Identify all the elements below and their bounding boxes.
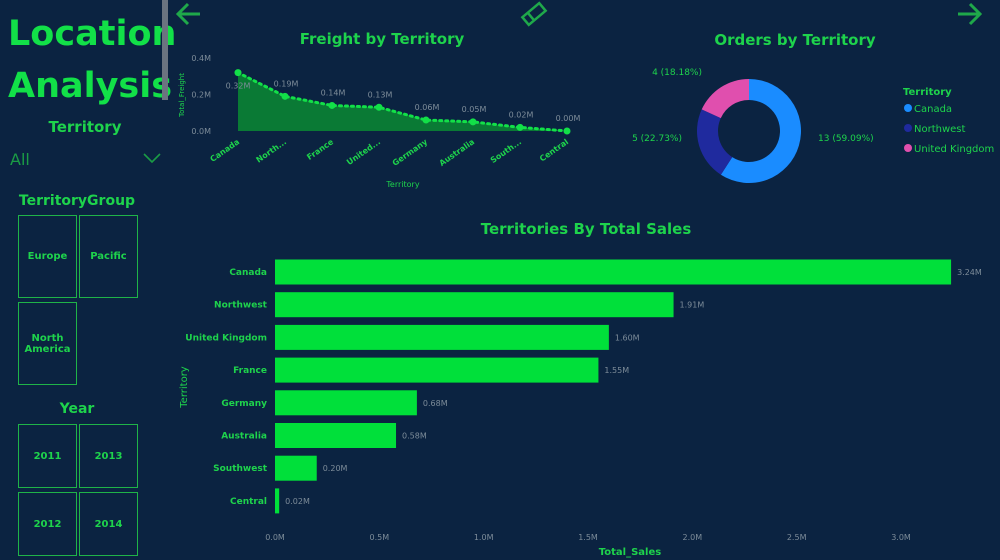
legend-item: United Kingdom bbox=[914, 144, 994, 155]
sales-y-tick: Canada bbox=[229, 268, 267, 278]
sales-x-tick: 3.0M bbox=[891, 533, 911, 542]
sales-bar bbox=[275, 357, 599, 383]
year-2012[interactable]: 2012 bbox=[18, 492, 77, 556]
sales-data-label: 1.60M bbox=[615, 333, 640, 342]
year-label: Year bbox=[59, 401, 95, 417]
freight-point bbox=[375, 103, 383, 111]
sales-bar bbox=[275, 292, 674, 318]
scrollbar[interactable] bbox=[162, 0, 168, 100]
donut-data-label: 13 (59.09%) bbox=[818, 134, 874, 144]
freight-point bbox=[469, 118, 477, 126]
sales-data-label: 0.68M bbox=[423, 399, 448, 408]
year-2014[interactable]: 2014 bbox=[79, 492, 138, 556]
sales-y-tick: Central bbox=[230, 497, 267, 507]
territory-group-north-america[interactable]: North America bbox=[18, 302, 77, 385]
territory-group-pacific[interactable]: Pacific bbox=[79, 215, 138, 298]
year-2013[interactable]: 2013 bbox=[79, 424, 138, 488]
freight-point bbox=[234, 69, 242, 77]
sales-x-tick: 1.5M bbox=[578, 533, 598, 542]
donut-data-label: 4 (18.18%) bbox=[652, 68, 702, 78]
sales-data-label: 3.24M bbox=[957, 268, 982, 277]
freight-point bbox=[516, 123, 524, 131]
freight-line bbox=[236, 71, 569, 133]
territory-slicer-label: Territory bbox=[48, 118, 122, 136]
donut-slice-canada bbox=[720, 79, 802, 183]
arrow-left-icon[interactable] bbox=[176, 2, 202, 26]
freight-data-label: 0.14M bbox=[321, 88, 346, 97]
arrow-right-icon[interactable] bbox=[956, 2, 982, 26]
freight-x-tick: South... bbox=[489, 137, 523, 165]
freight-data-label: 0.32M bbox=[226, 82, 251, 91]
sales-x-tick: 2.0M bbox=[683, 533, 703, 542]
sales-bar bbox=[275, 324, 609, 350]
freight-x-tick: France bbox=[305, 137, 335, 162]
freight-x-axis-title: Territory bbox=[385, 180, 419, 189]
sales-bar bbox=[275, 488, 280, 514]
freight-data-label: 0.02M bbox=[509, 110, 534, 119]
orders-chart-title: Orders by Territory bbox=[714, 31, 876, 49]
sales-y-axis-title: Territory bbox=[179, 366, 190, 409]
sales-bar bbox=[275, 455, 317, 481]
sales-y-tick: Australia bbox=[221, 432, 267, 442]
donut-slice-northwest bbox=[697, 109, 733, 175]
freight-y-tick: 0.4M bbox=[191, 54, 211, 63]
territory-dropdown-value: All bbox=[10, 150, 30, 169]
sales-x-axis-title: Total_Sales bbox=[599, 547, 661, 558]
territory-group-label: TerritoryGroup bbox=[18, 193, 136, 209]
sales-data-label: 0.20M bbox=[323, 464, 348, 473]
sales-bar bbox=[275, 390, 417, 416]
sales-y-tick: United Kingdom bbox=[185, 333, 267, 343]
legend-marker bbox=[904, 104, 912, 112]
eraser-icon[interactable] bbox=[518, 0, 550, 28]
freight-x-tick: United... bbox=[345, 137, 382, 167]
freight-point bbox=[422, 116, 430, 124]
freight-x-tick: Canada bbox=[209, 137, 242, 164]
freight-y-tick: 0.0M bbox=[191, 127, 211, 136]
sales-x-tick: 0.5M bbox=[370, 533, 390, 542]
sales-data-label: 0.58M bbox=[402, 432, 427, 441]
sales-y-tick: Germany bbox=[221, 399, 267, 409]
donut-slice-united-kingdom bbox=[701, 79, 749, 119]
sales-data-label: 0.02M bbox=[285, 497, 310, 506]
year-2011[interactable]: 2011 bbox=[18, 424, 77, 488]
sales-x-tick: 2.5M bbox=[787, 533, 807, 542]
freight-y-axis-title: Total_Freight bbox=[178, 73, 186, 118]
legend-item: Northwest bbox=[914, 124, 966, 135]
orders-legend-title: Territory bbox=[903, 87, 952, 98]
legend-marker bbox=[904, 144, 912, 152]
chevron-down-icon bbox=[143, 153, 161, 164]
freight-data-label: 0.05M bbox=[462, 105, 487, 114]
freight-x-tick: Central bbox=[538, 137, 570, 163]
freight-y-tick: 0.2M bbox=[191, 91, 211, 100]
sales-bar bbox=[275, 423, 397, 448]
sales-x-tick: 0.0M bbox=[265, 533, 285, 542]
sales-data-label: 1.91M bbox=[680, 301, 705, 310]
freight-area bbox=[238, 72, 567, 131]
sales-y-tick: Southwest bbox=[213, 464, 268, 474]
freight-chart-title: Freight by Territory bbox=[300, 30, 465, 48]
territory-dropdown[interactable]: All bbox=[10, 150, 162, 170]
territory-group-europe[interactable]: Europe bbox=[18, 215, 77, 298]
sales-y-tick: Northwest bbox=[214, 301, 268, 311]
sales-x-tick: 1.0M bbox=[474, 533, 494, 542]
donut-data-label: 5 (22.73%) bbox=[632, 134, 682, 144]
sales-bar bbox=[275, 259, 952, 285]
legend-marker bbox=[904, 124, 912, 132]
freight-data-label: 0.00M bbox=[556, 114, 581, 123]
freight-point bbox=[281, 92, 289, 100]
freight-x-tick: Australia bbox=[438, 137, 477, 168]
legend-item: Canada bbox=[914, 104, 952, 115]
freight-point bbox=[328, 101, 336, 109]
freight-x-tick: Germany bbox=[391, 137, 430, 168]
sales-y-tick: France bbox=[233, 366, 267, 376]
freight-data-label: 0.06M bbox=[415, 103, 440, 112]
freight-x-tick: North... bbox=[254, 137, 288, 164]
freight-point bbox=[563, 127, 571, 135]
page-title: Location Analysis bbox=[8, 14, 177, 106]
sales-chart-title: Territories By Total Sales bbox=[481, 220, 692, 238]
freight-data-label: 0.19M bbox=[274, 79, 299, 88]
sales-data-label: 1.55M bbox=[604, 366, 629, 375]
freight-data-label: 0.13M bbox=[368, 90, 393, 99]
